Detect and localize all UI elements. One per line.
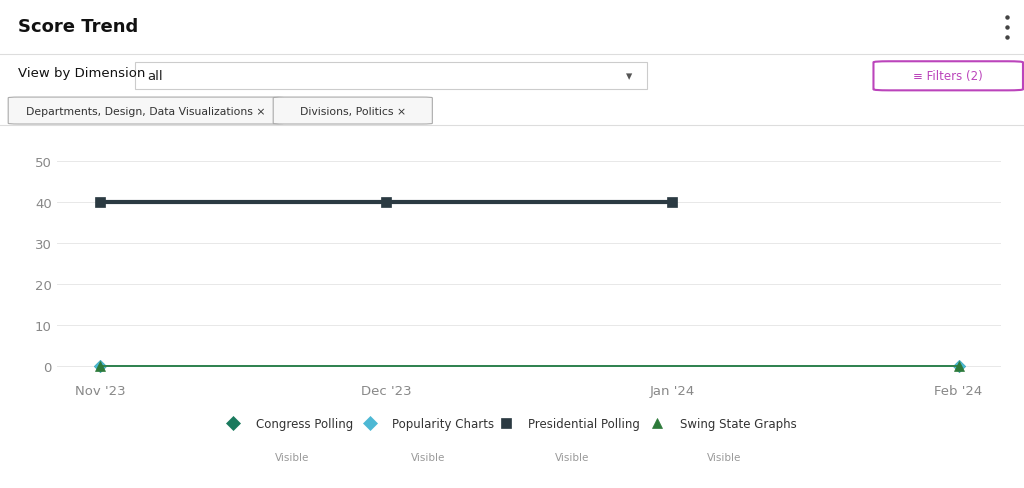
FancyBboxPatch shape [8, 98, 284, 125]
Text: Congress Polling: Congress Polling [256, 417, 353, 430]
Text: ≡ Filters (2): ≡ Filters (2) [913, 70, 983, 83]
Text: Score Trend: Score Trend [18, 18, 138, 36]
Text: Visible: Visible [707, 452, 741, 463]
FancyBboxPatch shape [273, 98, 432, 125]
Text: Swing State Graphs: Swing State Graphs [680, 417, 797, 430]
Text: Visible: Visible [412, 452, 445, 463]
Text: Departments, Design, Data Visualizations ×: Departments, Design, Data Visualizations… [26, 106, 265, 116]
Text: Visible: Visible [275, 452, 309, 463]
Text: Popularity Charts: Popularity Charts [392, 417, 495, 430]
Text: all: all [147, 70, 163, 83]
Text: ▾: ▾ [626, 70, 632, 83]
Text: View by Dimension: View by Dimension [18, 67, 145, 80]
FancyBboxPatch shape [135, 63, 647, 90]
Text: Presidential Polling: Presidential Polling [528, 417, 640, 430]
FancyBboxPatch shape [873, 62, 1023, 91]
Text: Divisions, Politics ×: Divisions, Politics × [300, 106, 406, 116]
Text: Visible: Visible [555, 452, 590, 463]
